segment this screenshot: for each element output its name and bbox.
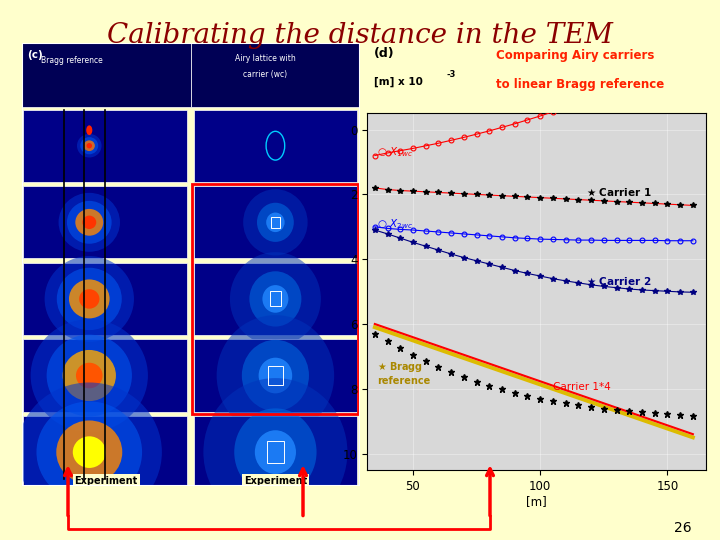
Ellipse shape [262, 285, 289, 313]
Text: Calibrating the distance in the TEM: Calibrating the distance in the TEM [107, 22, 613, 49]
Ellipse shape [73, 436, 106, 468]
Ellipse shape [57, 268, 122, 330]
Text: -3: -3 [446, 70, 456, 79]
Bar [22, 43, 191, 107]
Ellipse shape [69, 279, 109, 319]
Text: $\bigstar$ Carrier 2: $\bigstar$ Carrier 2 [586, 275, 652, 287]
Text: $\bigcirc\ X_{2wc}$: $\bigcirc\ X_{2wc}$ [377, 217, 413, 231]
Ellipse shape [84, 140, 95, 151]
Ellipse shape [266, 213, 284, 232]
Ellipse shape [255, 430, 296, 474]
Ellipse shape [76, 209, 103, 235]
Ellipse shape [249, 271, 302, 327]
Bar [23, 110, 187, 182]
Ellipse shape [242, 340, 309, 411]
Ellipse shape [31, 319, 148, 432]
Ellipse shape [45, 256, 134, 342]
Text: Airy lattice with: Airy lattice with [235, 54, 296, 63]
Text: Experiment: Experiment [75, 476, 138, 486]
Text: Comparing Airy carriers: Comparing Airy carriers [496, 49, 654, 62]
Ellipse shape [86, 125, 92, 135]
Ellipse shape [203, 378, 348, 526]
Bar [23, 416, 187, 488]
Text: carrier (wc): carrier (wc) [243, 70, 287, 79]
Bar [267, 441, 284, 463]
Text: Experiment: Experiment [244, 476, 307, 486]
Text: Carrier 1*4: Carrier 1*4 [553, 382, 611, 393]
Bar [271, 217, 280, 228]
Ellipse shape [217, 315, 334, 436]
Ellipse shape [79, 289, 99, 309]
Bar [23, 263, 187, 335]
Bar [194, 340, 356, 411]
Ellipse shape [230, 252, 321, 346]
Text: $\bigstar$ Carrier 1: $\bigstar$ Carrier 1 [586, 187, 652, 198]
Bar [194, 186, 356, 259]
Ellipse shape [58, 193, 120, 252]
Bar [23, 186, 187, 259]
Ellipse shape [82, 215, 96, 229]
Ellipse shape [67, 201, 112, 244]
Bar [192, 184, 358, 414]
Bar [191, 43, 360, 107]
Text: Bragg reference: Bragg reference [42, 57, 103, 65]
Ellipse shape [56, 421, 122, 484]
Ellipse shape [257, 202, 294, 242]
Ellipse shape [234, 408, 317, 496]
Bar [269, 366, 282, 385]
Text: [m] x 10: [m] x 10 [374, 77, 423, 87]
Ellipse shape [243, 189, 307, 255]
Ellipse shape [17, 382, 162, 522]
Ellipse shape [63, 350, 116, 401]
Ellipse shape [76, 363, 103, 388]
Bar [194, 263, 356, 335]
Ellipse shape [81, 137, 98, 154]
Bar [23, 340, 187, 411]
Ellipse shape [86, 143, 92, 148]
X-axis label: [m]: [m] [526, 495, 546, 508]
Ellipse shape [77, 134, 102, 158]
Bar [270, 292, 281, 306]
Text: $\bigcirc\ X_{1wc}$: $\bigcirc\ X_{1wc}$ [377, 145, 413, 159]
Text: (d): (d) [374, 46, 395, 60]
Bar [194, 110, 356, 182]
Bar [194, 416, 356, 488]
Text: (c): (c) [27, 50, 42, 60]
Text: $\bigstar$ Bragg
reference: $\bigstar$ Bragg reference [377, 360, 431, 386]
Ellipse shape [37, 401, 142, 503]
Text: 26: 26 [674, 521, 691, 535]
Ellipse shape [258, 357, 292, 393]
Ellipse shape [47, 335, 132, 416]
Text: to linear Bragg reference: to linear Bragg reference [496, 78, 664, 91]
